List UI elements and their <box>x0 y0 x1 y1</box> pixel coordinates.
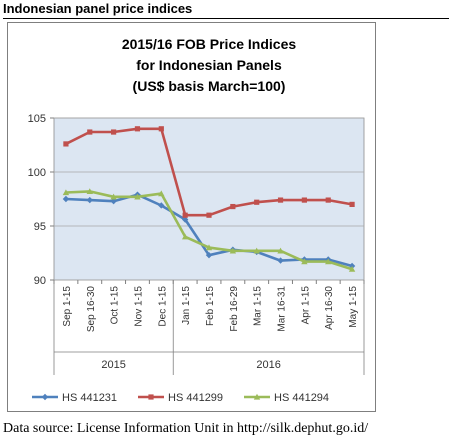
series-lines <box>62 126 356 272</box>
data-point-marker <box>134 193 141 200</box>
data-point-marker <box>325 197 331 203</box>
data-point-marker <box>205 251 213 259</box>
legend-item: HS 441231 <box>32 392 117 404</box>
data-point-marker <box>301 258 308 265</box>
data-point-marker <box>158 190 165 197</box>
x-tick-label: Feb 1-15 <box>205 286 216 326</box>
data-point-marker <box>277 247 284 254</box>
y-tick-label: 95 <box>34 221 46 233</box>
x-group-label: 2015 <box>101 359 125 371</box>
data-point-marker <box>134 126 141 132</box>
gridlines <box>54 117 364 281</box>
data-point-marker <box>301 197 307 203</box>
series-hs-441299 <box>63 126 355 218</box>
data-point-marker <box>62 189 70 196</box>
legend-item: HS 441294 <box>244 392 329 404</box>
data-point-marker <box>110 193 117 200</box>
price-index-chart: 2015/16 FOB Price Indices for Indonesian … <box>28 36 365 404</box>
data-point-marker <box>325 258 332 265</box>
data-point-marker <box>182 212 188 218</box>
data-point-marker <box>62 195 70 203</box>
data-point-marker <box>348 266 356 272</box>
legend-label: HS 441231 <box>62 392 117 404</box>
x-tick-label: Apr 16-30 <box>324 286 335 330</box>
data-point-marker <box>205 244 213 251</box>
x-axis: Sep 1-15 Sep 16-30 Oct 1-15 Nov 1-15 Dec 1-1… <box>53 280 365 375</box>
legend-label: HS 441294 <box>274 392 329 404</box>
x-tick-label: Sep 16-30 <box>86 286 97 333</box>
y-tick-label: 105 <box>28 113 46 125</box>
data-point-marker <box>111 129 117 135</box>
x-tick-label: Mar 1-15 <box>253 286 264 326</box>
y-tick-label: 90 <box>34 275 46 287</box>
data-point-marker <box>41 393 49 401</box>
page-heading: Indonesian panel price indices <box>3 1 449 19</box>
x-tick-label: May 1-15 <box>348 286 359 328</box>
y-tick-label: 100 <box>28 167 46 179</box>
legend-label: HS 441299 <box>168 392 223 404</box>
x-tick-label: Mar 16-31 <box>277 286 288 332</box>
data-point-marker <box>206 212 212 218</box>
data-point-marker <box>181 233 189 240</box>
data-point-marker <box>277 257 284 264</box>
x-tick-label: Oct 1-15 <box>110 286 121 325</box>
series-hs-441294 <box>62 188 356 272</box>
x-tick-label: Jan 1-15 <box>181 286 192 325</box>
data-point-marker <box>349 201 355 207</box>
data-source-note: Data source: License Information Unit in… <box>3 421 369 436</box>
data-point-marker <box>158 126 164 132</box>
x-tick-label: Apr 1-15 <box>300 286 311 325</box>
data-point-marker <box>181 216 189 223</box>
chart-frame: 2015/16 FOB Price Indices for Indonesian … <box>7 22 376 412</box>
data-point-marker <box>229 247 237 254</box>
data-point-marker <box>86 188 93 195</box>
data-point-marker <box>253 247 260 254</box>
data-point-marker <box>254 199 260 205</box>
legend: HS 441231 HS 441299 HS 441294 <box>32 392 329 404</box>
x-tick-label: Feb 16-29 <box>229 286 240 332</box>
data-point-marker <box>63 141 69 147</box>
chart-title: 2015/16 FOB Price Indices for Indonesian … <box>122 36 297 94</box>
x-group-label: 2016 <box>256 359 280 371</box>
data-point-marker <box>110 197 117 205</box>
chart-title-line: (US$ basis March=100) <box>133 78 286 94</box>
x-tick-label: Dec 1-15 <box>157 286 168 327</box>
data-point-marker <box>277 197 284 203</box>
chart-title-line: for Indonesian Panels <box>136 57 282 73</box>
chart-title-line: 2015/16 FOB Price Indices <box>122 36 297 52</box>
legend-item: HS 441299 <box>138 392 223 404</box>
x-tick-label: Nov 1-15 <box>133 286 144 327</box>
data-point-marker <box>230 203 236 210</box>
x-tick-label: Sep 1-15 <box>62 286 73 327</box>
y-axis: 90 95 100 105 <box>28 113 54 287</box>
data-point-marker <box>253 393 261 400</box>
data-point-marker <box>87 129 93 135</box>
data-point-marker <box>148 394 154 400</box>
data-point-marker <box>86 196 93 204</box>
data-point-marker <box>158 202 165 209</box>
